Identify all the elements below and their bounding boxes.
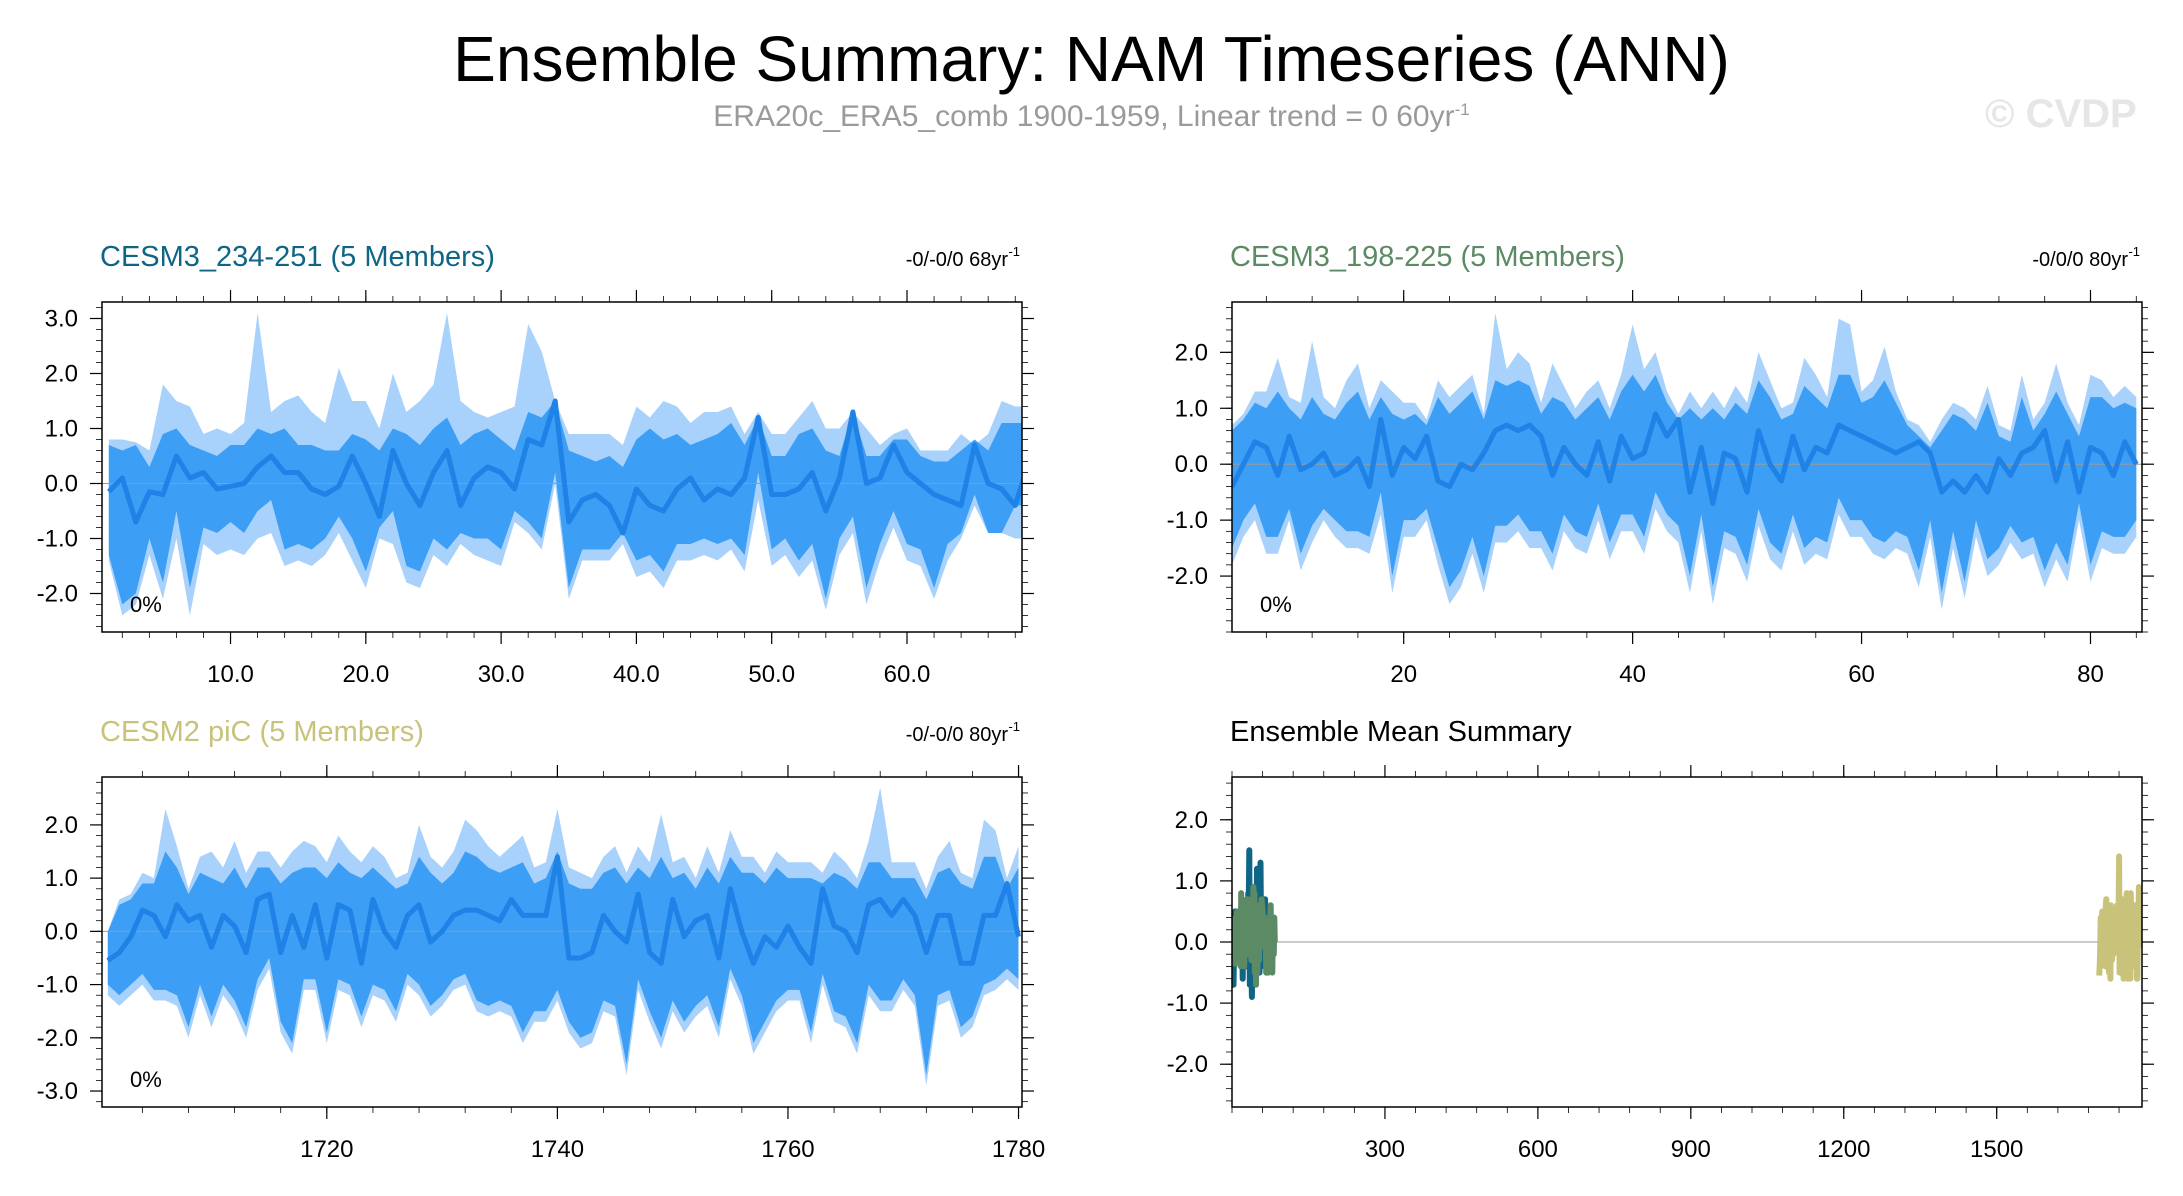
- percent-label: 0%: [130, 1067, 162, 1092]
- ensemble-mean-line: [1232, 411, 2139, 506]
- x-tick-label: 80: [2077, 661, 2104, 688]
- panel-2: 0% -2.0 -1.0 0.0 1.0 2.0 20 40 60 80 CESM3_198-225…: [1167, 241, 2154, 688]
- x-tick-label: 900: [1671, 1136, 1711, 1163]
- x-tick-label: 50.0: [748, 661, 795, 688]
- y-tick-label: -1.0: [1167, 507, 1208, 534]
- y-tick-label: 2.0: [45, 361, 78, 388]
- ensemble-mean-line: [106, 854, 1021, 966]
- y-tick-label: 0.0: [45, 918, 78, 945]
- percent-label: 0%: [1260, 592, 1292, 617]
- percent-label: 0%: [130, 592, 162, 617]
- y-tick-label: 2.0: [1175, 339, 1208, 366]
- x-tick-label: 40: [1619, 661, 1646, 688]
- y-tick-label: -2.0: [37, 581, 78, 608]
- x-tick-label: 40.0: [613, 661, 660, 688]
- x-tick-label: 30.0: [478, 661, 525, 688]
- cvdp-watermark: © CVDP: [1985, 92, 2137, 136]
- plot-frame: [101, 301, 1023, 633]
- x-tick-label: 300: [1365, 1136, 1405, 1163]
- y-tick-label: 2.0: [1175, 807, 1208, 834]
- x-tick-label: 20.0: [342, 661, 389, 688]
- x-tick-label: 1720: [300, 1136, 353, 1163]
- subtitle-text: ERA20c_ERA5_comb 1900-1959, Linear trend…: [713, 100, 1455, 133]
- y-tick-label: 0.0: [1175, 929, 1208, 956]
- summary-series-line: [2096, 853, 2142, 982]
- panel-title: CESM3_234-251 (5 Members): [100, 241, 495, 273]
- x-tick-label: 20: [1390, 661, 1417, 688]
- y-tick-label: 1.0: [45, 865, 78, 892]
- y-tick-label: 2.0: [45, 812, 78, 839]
- trend-superscript: -1: [1008, 719, 1020, 734]
- x-tick-label: 600: [1518, 1136, 1558, 1163]
- x-tick-label: 1780: [992, 1136, 1045, 1163]
- summary-series-line: [1232, 884, 1278, 988]
- panel-4: -2.0 -1.0 0.0 1.0 2.0 300 600 900 1200 1500 Ensemb…: [1167, 716, 2154, 1163]
- y-tick-label: 0.0: [45, 471, 78, 498]
- y-tick-label: -2.0: [1167, 563, 1208, 590]
- x-tick-label: 60.0: [884, 661, 931, 688]
- y-tick-label: 1.0: [1175, 395, 1208, 422]
- plot-area: [1232, 313, 2142, 610]
- y-tick-label: 0.0: [1175, 451, 1208, 478]
- y-tick-label: 3.0: [45, 306, 78, 333]
- inner-band: [1232, 374, 2137, 593]
- figure-title: Ensemble Summary: NAM Timeseries (ANN): [453, 23, 1730, 95]
- x-tick-label: 1760: [761, 1136, 814, 1163]
- trend-label: -0/-0/0 68yr: [906, 249, 1009, 271]
- plot-frame: [1231, 301, 2143, 633]
- x-tick-label: 1740: [531, 1136, 584, 1163]
- x-tick-label: 1200: [1817, 1136, 1870, 1163]
- trend-label: -0/0/0 80yr: [2032, 249, 2128, 271]
- subtitle-superscript: -1: [1454, 100, 1470, 119]
- y-tick-label: 1.0: [1175, 868, 1208, 895]
- plot-area: [102, 787, 1022, 1086]
- y-tick-label: -2.0: [1167, 1051, 1208, 1078]
- figure-subtitle: ERA20c_ERA5_comb 1900-1959, Linear trend…: [0, 100, 2183, 134]
- x-tick-label: 10.0: [207, 661, 254, 688]
- panel-title: CESM3_198-225 (5 Members): [1230, 241, 1625, 273]
- panel-3: 0% -3.0 -2.0 -1.0 0.0 1.0 2.0 1720 1740 1760 1780 C…: [37, 716, 1046, 1163]
- x-tick-label: 60: [1848, 661, 1875, 688]
- trend-superscript: -1: [2128, 244, 2140, 259]
- trend-label: -0/-0/0 80yr: [906, 724, 1009, 746]
- x-tick-label: 1500: [1970, 1136, 2023, 1163]
- y-tick-label: -1.0: [37, 526, 78, 553]
- panel-1: 0% -2.0 -1.0 0.0 1.0 2.0 3.0 10.0 20.0 30.0 40.0 50…: [37, 241, 1034, 688]
- y-tick-label: -2.0: [37, 1025, 78, 1052]
- plot-area: [102, 313, 1022, 616]
- y-tick-label: -1.0: [37, 972, 78, 999]
- y-tick-label: 1.0: [45, 416, 78, 443]
- plot-area: [1232, 847, 2142, 1000]
- y-tick-label: -3.0: [37, 1078, 78, 1105]
- trend-superscript: -1: [1008, 244, 1020, 259]
- panel-title: CESM2 piC (5 Members): [100, 716, 424, 748]
- y-tick-label: -1.0: [1167, 990, 1208, 1017]
- panel-title: Ensemble Mean Summary: [1230, 716, 1572, 748]
